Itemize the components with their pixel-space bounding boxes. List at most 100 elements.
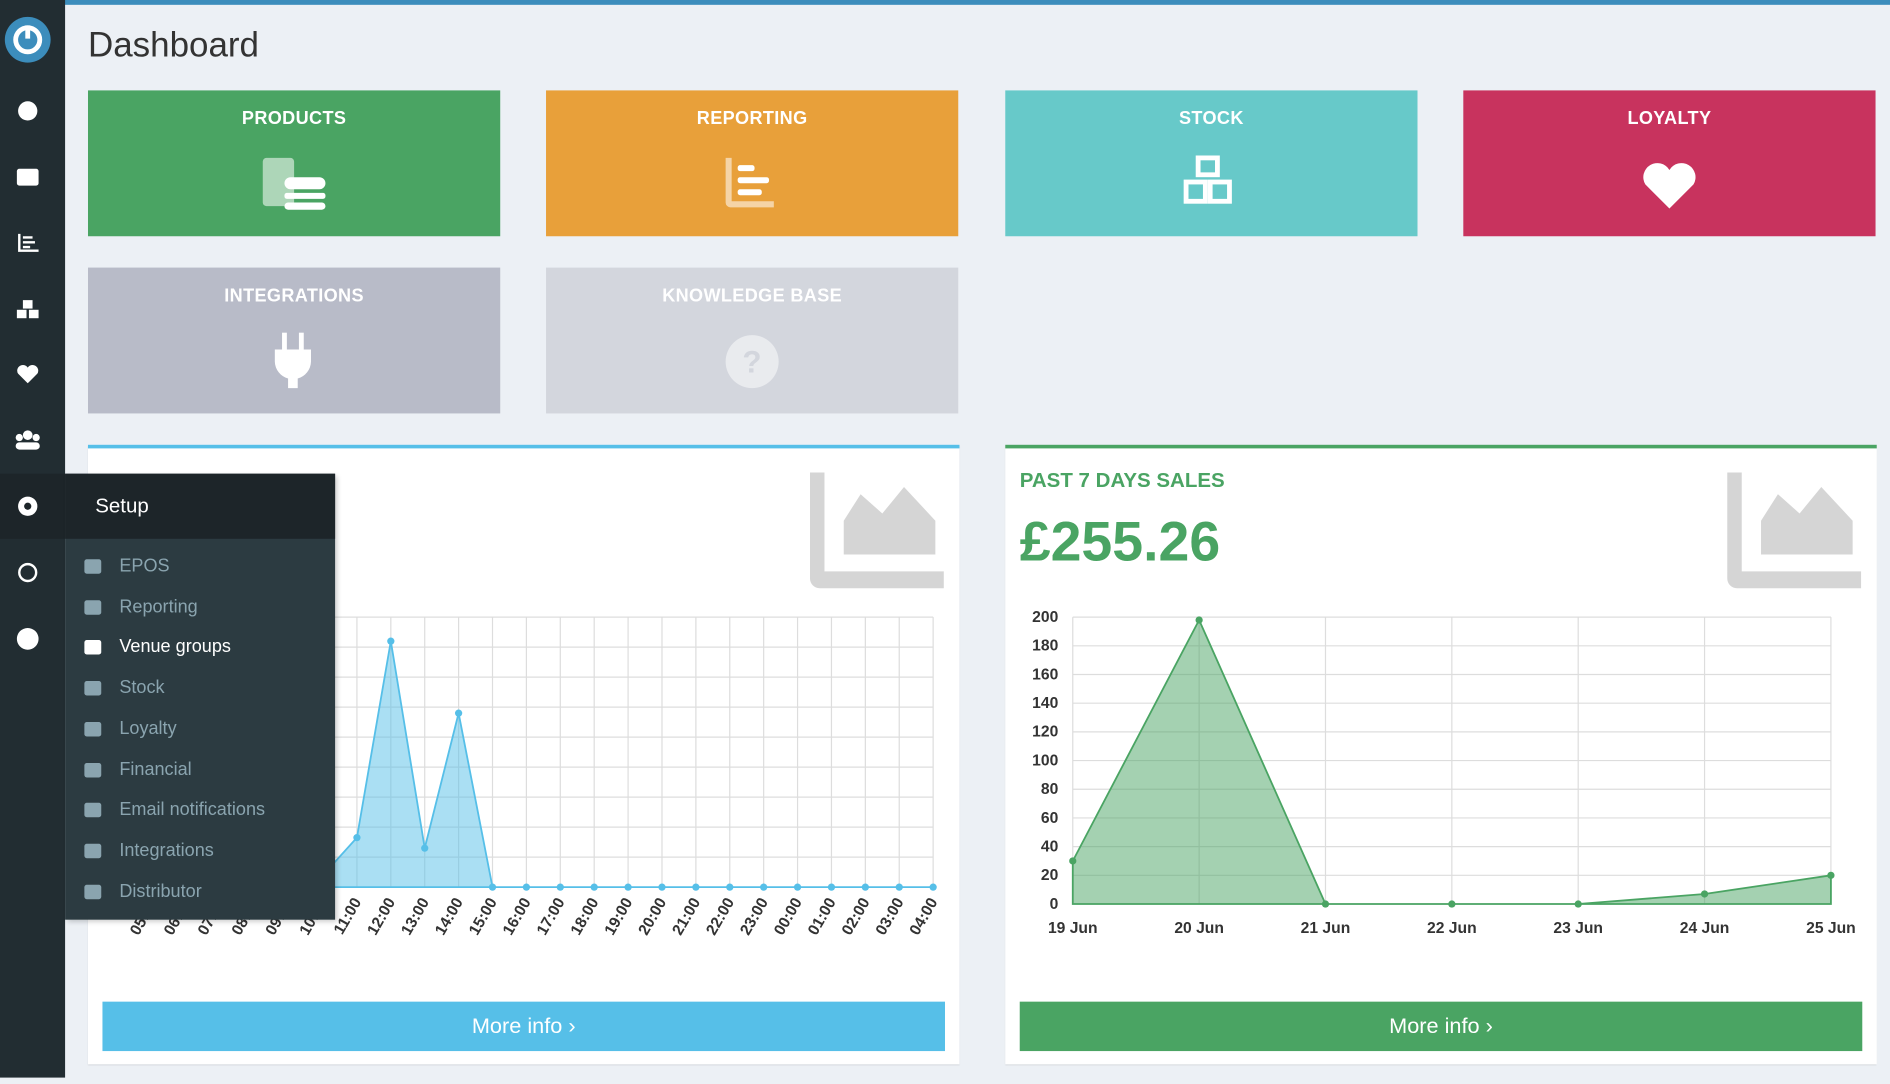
- sales-total: £255.26: [1019, 509, 1221, 573]
- data-point: [1069, 857, 1077, 865]
- data-point: [590, 883, 598, 891]
- data-point: [421, 844, 429, 852]
- sidebar-icons: [0, 16, 66, 650]
- nav-products[interactable]: [16, 168, 39, 186]
- menu-item[interactable]: Loyalty: [119, 718, 177, 739]
- menu-item[interactable]: Stock: [119, 677, 165, 698]
- tile-label: LOYALTY: [1627, 108, 1712, 129]
- x-tick-label: 20:00: [636, 895, 671, 938]
- menu-item[interactable]: Integrations: [119, 840, 214, 861]
- x-tick-label: 19:00: [602, 895, 637, 938]
- data-point: [895, 883, 903, 891]
- panel-icons: [810, 472, 1862, 589]
- sidebar: [0, 0, 66, 1078]
- menu-item[interactable]: Financial: [119, 759, 192, 780]
- x-tick-label: 23:00: [737, 895, 772, 938]
- x-tick-label: 04:00: [907, 895, 942, 938]
- data-point: [556, 883, 564, 891]
- x-tick-label: 03:00: [873, 895, 908, 938]
- data-point: [760, 883, 768, 891]
- tile-icon: [1643, 163, 1696, 209]
- tile[interactable]: STOCK: [1005, 90, 1418, 237]
- tile-icon: [1183, 155, 1232, 204]
- nav-reporting[interactable]: [18, 233, 39, 252]
- tile-label: PRODUCTS: [241, 108, 347, 129]
- more-info-button[interactable]: More info ›: [102, 1001, 946, 1052]
- x-tick-label: 21 Jun: [1301, 920, 1351, 937]
- x-tick-label: 20 Jun: [1174, 920, 1224, 937]
- menu-icon: [84, 722, 102, 737]
- x-tick-label: 22:00: [703, 895, 738, 938]
- tile-label: INTEGRATIONS: [224, 285, 364, 307]
- page-title: Dashboard: [87, 26, 260, 66]
- data-point: [1321, 900, 1330, 908]
- setup-menu-title: Setup: [65, 473, 336, 539]
- tile[interactable]: PRODUCTS: [87, 90, 501, 237]
- y-tick-label: 60: [1041, 810, 1059, 827]
- data-point: [1827, 871, 1835, 879]
- menu-icon: [84, 884, 102, 900]
- x-tick-label: 11:00: [331, 895, 365, 938]
- menu-icon: [84, 843, 102, 859]
- menu-icon: [84, 681, 102, 696]
- tile[interactable]: REPORTING: [546, 90, 959, 237]
- tile-label: REPORTING: [696, 108, 808, 129]
- nav-stock[interactable]: [16, 300, 39, 319]
- data-point: [1448, 900, 1456, 908]
- y-tick-label: 180: [1032, 638, 1058, 655]
- y-tick-label: 0: [1050, 896, 1059, 913]
- tile-icon: [725, 157, 774, 208]
- nav-loyalty[interactable]: [17, 364, 39, 384]
- data-point: [793, 883, 802, 891]
- y-tick-label: 20: [1041, 867, 1059, 884]
- setup-menu: Setup EPOS Reporting Venue groups Stock Loya…: [65, 473, 336, 920]
- y-tick-label: 100: [1032, 752, 1058, 769]
- y-tick-label: 40: [1041, 838, 1059, 855]
- nav-users[interactable]: [15, 430, 40, 450]
- data-point: [827, 883, 836, 891]
- x-tick-label: 14:00: [432, 895, 467, 938]
- data-point: [624, 883, 632, 891]
- data-point: [522, 883, 531, 891]
- nav-dashboard[interactable]: [18, 101, 38, 121]
- tile-icon: ?: [725, 335, 779, 389]
- data-point: [488, 883, 497, 891]
- nav-help[interactable]: [16, 627, 39, 650]
- data-point: [1195, 616, 1203, 624]
- button-label: More info: [1389, 1013, 1480, 1038]
- tile[interactable]: INTEGRATIONS: [87, 267, 501, 414]
- y-tick-label: 80: [1041, 781, 1059, 798]
- x-tick-label: 25 Jun: [1806, 920, 1856, 937]
- data-point: [1574, 900, 1582, 908]
- tile[interactable]: KNOWLEDGE BASE?: [546, 267, 959, 414]
- menu-item[interactable]: Distributor: [119, 881, 202, 902]
- data-point: [929, 883, 937, 891]
- nav-sync[interactable]: [18, 562, 38, 583]
- menu-icon: [84, 600, 102, 615]
- y-tick-label: 200: [1032, 609, 1058, 626]
- logo[interactable]: [4, 16, 51, 63]
- y-tick-label: 120: [1032, 724, 1058, 741]
- tile[interactable]: LOYALTY: [1463, 90, 1876, 237]
- x-tick-label: 19 Jun: [1048, 920, 1098, 937]
- data-point: [658, 883, 666, 891]
- menu-item[interactable]: EPOS: [119, 555, 170, 577]
- more-info-button[interactable]: More info ›: [1019, 1001, 1863, 1052]
- menu-icon: [84, 762, 102, 778]
- y-tick-label: 140: [1032, 695, 1058, 712]
- menu-item[interactable]: Venue groups: [119, 636, 231, 657]
- data-point: [454, 709, 463, 717]
- panel-title: PAST 7 DAYS SALES: [1019, 468, 1225, 492]
- tile-label: KNOWLEDGE BASE: [662, 285, 843, 307]
- x-tick-label: 23 Jun: [1553, 920, 1603, 937]
- x-tick-label: 18:00: [568, 895, 603, 938]
- menu-item[interactable]: Reporting: [119, 596, 198, 618]
- x-tick-label: 15:00: [466, 895, 501, 938]
- x-tick-label: 01:00: [805, 895, 840, 938]
- x-tick-label: 17:00: [534, 895, 569, 938]
- data-point: [726, 883, 734, 891]
- menu-item[interactable]: Email notifications: [119, 799, 266, 820]
- top-bar: [0, 0, 1890, 5]
